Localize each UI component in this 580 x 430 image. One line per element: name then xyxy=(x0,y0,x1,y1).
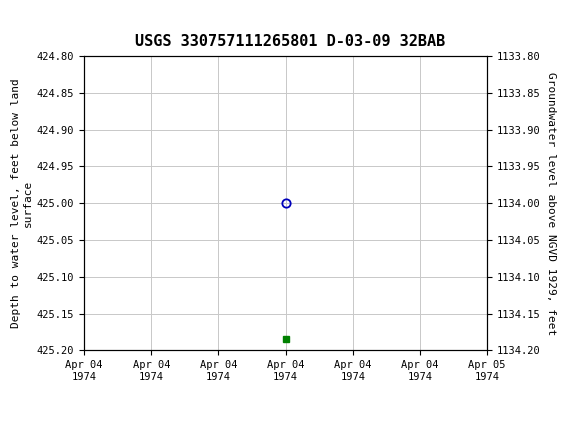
Y-axis label: Depth to water level, feet below land
surface: Depth to water level, feet below land su… xyxy=(11,78,32,328)
Text: USGS: USGS xyxy=(49,13,109,32)
Y-axis label: Groundwater level above NGVD 1929, feet: Groundwater level above NGVD 1929, feet xyxy=(546,71,556,335)
Text: USGS 330757111265801 D-03-09 32BAB: USGS 330757111265801 D-03-09 32BAB xyxy=(135,34,445,49)
